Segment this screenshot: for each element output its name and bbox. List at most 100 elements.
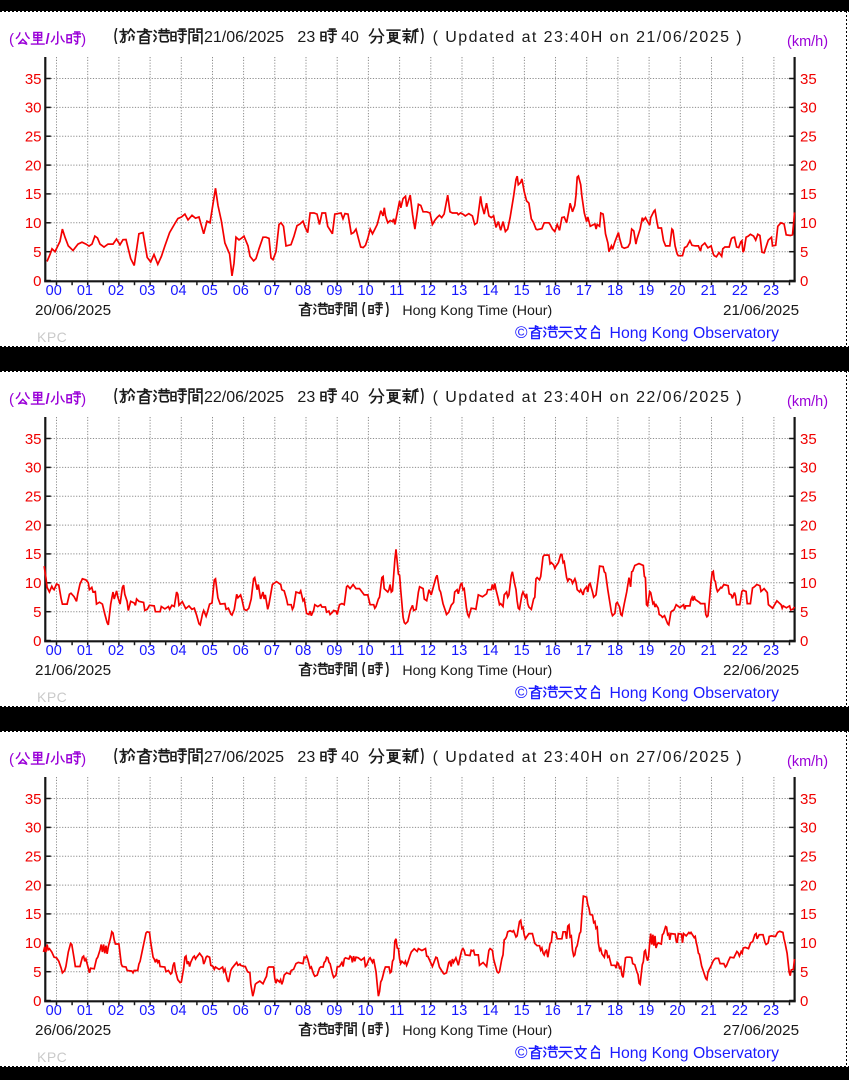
svg-text:15: 15 [25,186,42,203]
svg-text:23: 23 [763,643,779,659]
svg-text:10: 10 [25,575,42,592]
svg-text:01: 01 [77,643,93,659]
svg-text:19: 19 [638,1003,654,1019]
svg-text:01: 01 [77,283,93,299]
svg-text:5: 5 [800,604,808,621]
svg-text:06: 06 [233,643,249,659]
svg-text:15: 15 [25,546,42,563]
svg-text:5: 5 [800,964,808,981]
svg-text:23: 23 [763,1003,779,1019]
svg-text:25: 25 [800,848,817,865]
svg-text:04: 04 [170,643,186,659]
svg-text:18: 18 [607,283,623,299]
svg-text:13: 13 [451,643,467,659]
svg-text:17: 17 [576,1003,592,1019]
svg-text:09: 09 [326,643,342,659]
svg-text:0: 0 [33,272,41,289]
svg-text:11: 11 [389,1003,404,1019]
svg-text:5: 5 [800,244,808,261]
svg-text:35: 35 [800,70,817,87]
svg-text:15: 15 [514,1003,530,1019]
svg-text:5: 5 [33,964,41,981]
svg-text:08: 08 [295,283,311,299]
svg-text:19: 19 [638,283,654,299]
svg-text:22: 22 [732,283,748,299]
svg-text:10: 10 [358,643,374,659]
svg-text:20: 20 [669,1003,685,1019]
svg-text:10: 10 [25,935,42,952]
svg-text:30: 30 [25,819,42,836]
svg-text:18: 18 [607,643,623,659]
svg-text:35: 35 [25,790,42,807]
svg-text:16: 16 [545,1003,561,1019]
svg-text:20: 20 [800,877,817,894]
svg-text:09: 09 [326,283,342,299]
svg-text:19: 19 [638,643,654,659]
svg-text:20: 20 [25,157,42,174]
svg-text:30: 30 [800,99,817,116]
svg-text:07: 07 [264,283,280,299]
svg-text:30: 30 [25,99,42,116]
svg-text:23: 23 [763,283,779,299]
svg-text:20: 20 [800,157,817,174]
svg-text:10: 10 [800,575,817,592]
svg-text:30: 30 [800,819,817,836]
svg-text:10: 10 [800,935,817,952]
svg-text:02: 02 [108,643,124,659]
svg-text:07: 07 [264,643,280,659]
svg-text:11: 11 [389,643,404,659]
svg-text:10: 10 [25,215,42,232]
svg-text:5: 5 [33,244,41,261]
svg-text:00: 00 [46,643,62,659]
svg-text:35: 35 [25,430,42,447]
svg-text:09: 09 [326,1003,342,1019]
svg-text:17: 17 [576,643,592,659]
svg-text:12: 12 [420,283,436,299]
svg-text:08: 08 [295,643,311,659]
svg-text:12: 12 [420,1003,436,1019]
svg-text:5: 5 [33,604,41,621]
svg-text:0: 0 [800,272,808,289]
svg-text:25: 25 [25,848,42,865]
svg-text:03: 03 [139,283,155,299]
svg-text:25: 25 [800,488,817,505]
svg-text:13: 13 [451,283,467,299]
svg-text:06: 06 [233,1003,249,1019]
svg-text:18: 18 [607,1003,623,1019]
svg-text:16: 16 [545,643,561,659]
svg-text:35: 35 [800,790,817,807]
svg-text:22: 22 [732,643,748,659]
svg-text:20: 20 [669,283,685,299]
svg-text:25: 25 [800,128,817,145]
svg-text:05: 05 [202,1003,218,1019]
svg-text:04: 04 [170,283,186,299]
svg-text:35: 35 [800,430,817,447]
svg-text:12: 12 [420,643,436,659]
svg-text:00: 00 [46,283,62,299]
svg-text:21: 21 [701,1003,717,1019]
svg-text:35: 35 [25,70,42,87]
svg-text:20: 20 [25,517,42,534]
svg-text:06: 06 [233,283,249,299]
svg-text:10: 10 [358,283,374,299]
svg-text:14: 14 [482,643,498,659]
svg-text:13: 13 [451,1003,467,1019]
svg-text:30: 30 [800,459,817,476]
svg-text:15: 15 [514,283,530,299]
svg-text:15: 15 [800,906,817,923]
svg-text:21: 21 [701,283,717,299]
svg-text:03: 03 [139,643,155,659]
svg-text:0: 0 [800,632,808,649]
svg-text:03: 03 [139,1003,155,1019]
svg-text:04: 04 [170,1003,186,1019]
svg-text:08: 08 [295,1003,311,1019]
svg-text:25: 25 [25,128,42,145]
svg-text:15: 15 [800,186,817,203]
svg-text:30: 30 [25,459,42,476]
svg-text:25: 25 [25,488,42,505]
svg-text:0: 0 [800,992,808,1009]
svg-text:0: 0 [33,632,41,649]
svg-text:07: 07 [264,1003,280,1019]
svg-text:20: 20 [25,877,42,894]
svg-text:20: 20 [800,517,817,534]
